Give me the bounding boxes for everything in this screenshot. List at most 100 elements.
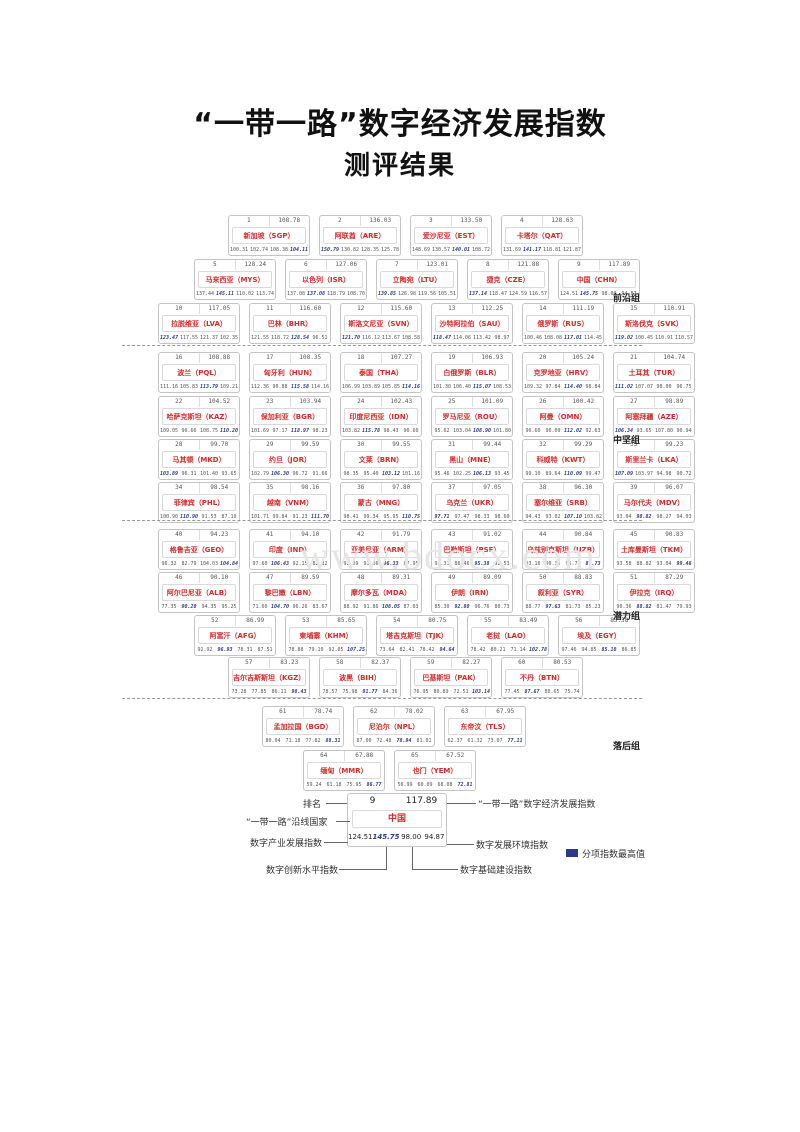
card-row: 16 108.88 波兰（PQL） 111.16 105.83 113.79 109.21 1… <box>158 352 695 393</box>
score-value: 88.83 <box>574 574 593 581</box>
rank-value: 24 <box>341 397 382 407</box>
sub-index-value: 91.53 <box>201 514 217 520</box>
country-card: 24 102.43 印度尼西亚（IDN） 103.82 115.78 98.43 90.60 <box>340 396 422 437</box>
score-value: 99.23 <box>665 441 684 448</box>
country-card: 28 99.70 马其顿（MKD） 103.89 96.31 101.40 93.65 <box>158 439 240 480</box>
sub-index-value: 128.54 <box>290 335 310 341</box>
country-card: 3 133.50 爱沙尼亚（EST） 148.69 130.57 140.01 108.72 <box>410 215 492 256</box>
sub-index-value: 99.46 <box>676 561 692 567</box>
leader-line <box>324 842 348 843</box>
sub-index-value: 125.78 <box>380 247 400 253</box>
sub-index-value: 102.74 <box>249 247 269 253</box>
legend-score: 117.89 <box>405 796 438 806</box>
sub-index-value: 124.59 <box>508 291 528 297</box>
card-row: 52 86.99 阿富汗（AFG） 92.92 96.93 78.31 87.51 53 85.… <box>194 615 640 656</box>
sub-index-value: 61.32 <box>467 738 483 744</box>
sub-index-value: 108.90 <box>472 428 492 434</box>
rank-value: 43 <box>432 530 473 540</box>
score-value: 67.52 <box>446 752 465 759</box>
score-value: 96.30 <box>574 484 593 491</box>
country-name: 格鲁吉亚（GEO） <box>162 541 236 558</box>
sub-index-value: 104.70 <box>270 604 290 610</box>
score-value: 117.05 <box>208 305 231 312</box>
sub-index-value: 60.09 <box>417 782 433 788</box>
country-card: 39 96.07 马尔代夫（MDV） 93.04 98.82 98.27 94.03 <box>613 482 695 523</box>
sub-index-value: 101.40 <box>199 471 219 477</box>
sub-index-value: 114.16 <box>401 384 421 390</box>
legend-innovation-value: 145.75 <box>372 833 400 841</box>
country-name: 保加利亚（BGR） <box>253 408 327 425</box>
country-card: 6 127.06 以色列（ISR） 137.08 137.08 118.79 108.70 <box>285 259 367 300</box>
sub-index-value: 87.95 <box>403 561 419 567</box>
country-name: 爱沙尼亚（EST） <box>414 227 488 244</box>
sub-index-value: 101.80 <box>492 428 512 434</box>
rank-value: 12 <box>341 304 382 314</box>
score-value: 67.88 <box>355 752 374 759</box>
country-card: 58 82.37 波黑（BIH） 78.57 75.98 91.77 84.36 <box>319 657 401 698</box>
sub-index-value: 137.44 <box>195 291 215 297</box>
country-card: 5 128.24 马来西亚（MYS） 137.44 145.11 110.02 113.74 <box>194 259 276 300</box>
score-value: 99.70 <box>210 441 229 448</box>
country-name: 斯洛伐克（SVK） <box>617 315 691 332</box>
country-card: 25 101.09 罗马尼亚（ROU） 95.62 103.04 108.90 101.80 <box>431 396 513 437</box>
legend-sample-card: 9 117.89 中国 124.51 145.75 98.00 94.87 <box>347 793 447 847</box>
legend-infrastructure-value: 94.87 <box>424 833 445 841</box>
sub-index-value: 115.58 <box>290 384 310 390</box>
rank-value: 30 <box>341 440 382 450</box>
country-name: 不丹（BTN） <box>505 669 579 686</box>
sub-index-value: 119.56 <box>417 291 437 297</box>
legend-industry-label: 数字产业发展指数 <box>250 839 323 849</box>
sub-index-value: 91.23 <box>292 514 308 520</box>
sub-index-value: 92.05 <box>328 647 344 653</box>
country-card: 53 85.65 柬埔寨（KHM） 78.88 79.10 92.05 107.25 <box>285 615 367 656</box>
score-value: 78.74 <box>314 708 333 715</box>
country-card: 1 108.78 新加坡（SGP） 100.31 102.74 108.38 104.11 <box>228 215 310 256</box>
rank-value: 42 <box>341 530 382 540</box>
sub-index-value: 80.04 <box>265 738 281 744</box>
sub-index-value: 81.73 <box>565 604 581 610</box>
rank-value: 60 <box>502 658 543 668</box>
sub-index-value: 98.41 <box>343 514 359 520</box>
sub-index-value: 92.31 <box>434 561 450 567</box>
rank-value: 21 <box>614 353 655 363</box>
rank-value: 40 <box>159 530 200 540</box>
sub-index-value: 107.25 <box>346 647 366 653</box>
sub-index-value: 93.16 <box>525 561 541 567</box>
sub-index-value: 81.01 <box>416 738 432 744</box>
rank-value: 11 <box>250 304 291 314</box>
country-card: 17 108.35 匈牙利（HUN） 112.36 90.88 115.58 114.16 <box>249 352 331 393</box>
sub-index-value: 105.83 <box>179 384 199 390</box>
sub-index-value: 110.57 <box>674 335 694 341</box>
sub-index-value: 108.53 <box>492 384 512 390</box>
country-card: 8 121.88 捷克（CZE） 137.14 118.47 124.59 116.57 <box>467 259 549 300</box>
sub-index-value: 111.16 <box>159 384 179 390</box>
sub-index-value: 98.82 <box>636 514 652 520</box>
sub-index-value: 101.71 <box>250 514 270 520</box>
rank-value: 4 <box>502 216 543 226</box>
sub-index-value: 78.88 <box>288 647 304 653</box>
score-value: 82.27 <box>462 659 481 666</box>
sub-index-value: 107.09 <box>614 471 634 477</box>
score-value: 128.63 <box>551 217 574 224</box>
country-name: 巴基斯坦（PAK） <box>414 669 488 686</box>
score-value: 123.01 <box>426 261 449 268</box>
sub-index-value: 91.77 <box>362 689 378 695</box>
rank-value: 10 <box>159 304 200 314</box>
sub-index-value: 73.07 <box>487 738 503 744</box>
sub-index-value: 114.45 <box>583 335 603 341</box>
sub-index-value: 72.48 <box>376 738 392 744</box>
country-name: 黑山（MNE） <box>435 451 509 468</box>
country-card: 37 97.05 乌克兰（UKR） 97.71 97.47 98.33 98.60 <box>431 482 513 523</box>
rank-value: 62 <box>354 707 395 717</box>
country-name: 摩尔多瓦（MDA） <box>344 584 418 601</box>
sub-index-value: 71.18 <box>285 738 301 744</box>
sub-index-value: 109.21 <box>219 384 239 390</box>
sub-index-value: 97.47 <box>454 514 470 520</box>
sub-index-value: 118.81 <box>542 247 562 253</box>
sub-index-value: 72.51 <box>453 689 469 695</box>
country-card: 33 99.23 斯里兰卡（LKA） 107.09 103.97 94.98 90.72 <box>613 439 695 480</box>
country-name: 巴勒斯坦（PSE） <box>435 541 509 558</box>
sub-index-value: 94.43 <box>525 514 541 520</box>
sub-index-value: 85.10 <box>601 647 617 653</box>
country-card: 65 67.52 也门（YEM） 56.99 60.09 68.08 72.81 <box>394 750 476 791</box>
